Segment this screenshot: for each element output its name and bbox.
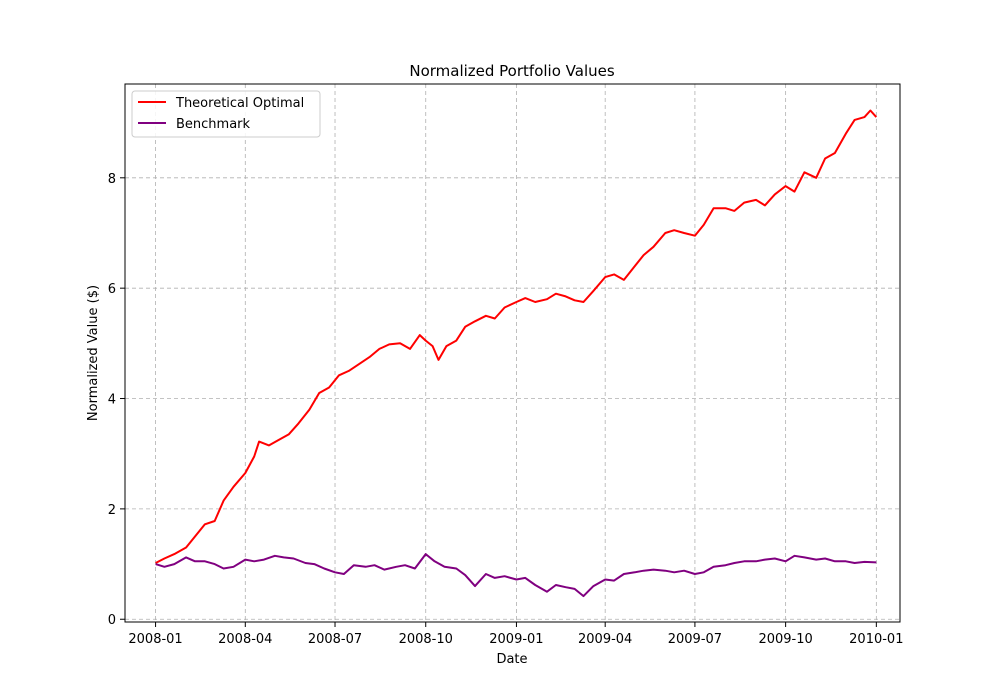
- series-line-benchmark: [155, 553, 877, 598]
- x-axis-label: Date: [496, 652, 527, 667]
- chart-title: Normalized Portfolio Values: [409, 62, 614, 80]
- x-tick-label: 2009-07: [668, 632, 722, 647]
- y-tick-label: 0: [108, 613, 116, 628]
- legend-label-benchmark: Benchmark: [176, 117, 251, 132]
- plot-frame: [124, 83, 901, 623]
- y-tick-label: 8: [108, 172, 116, 187]
- x-axis: 2008-01 2008-04 2008-07 2008-10 2009-01 2009-…: [128, 622, 903, 647]
- legend-box: [131, 90, 321, 138]
- x-tick-label: 2009-04: [578, 632, 632, 647]
- series-layer: [155, 109, 878, 598]
- x-tick-label: 2009-01: [489, 632, 543, 647]
- y-axis-label: Normalized Value ($): [86, 285, 101, 421]
- x-tick-label: 2009-10: [758, 632, 812, 647]
- x-tick-label: 2008-01: [128, 632, 182, 647]
- y-axis: 0 2 4 6 8: [108, 172, 125, 628]
- legend-label-theoretical-optimal: Theoretical Optimal: [175, 96, 304, 111]
- x-tick-label: 2008-04: [218, 632, 272, 647]
- x-tick-label: 2008-10: [399, 632, 453, 647]
- x-tick-label: 2008-07: [308, 632, 362, 647]
- grid-layer: [125, 84, 900, 622]
- legend: Theoretical Optimal Benchmark: [131, 90, 321, 138]
- series-line-theoretical-optimal: [155, 109, 878, 564]
- x-tick-label: 2010-01: [849, 632, 903, 647]
- y-tick-label: 4: [108, 393, 116, 408]
- y-tick-label: 6: [108, 282, 116, 297]
- y-tick-label: 2: [108, 503, 116, 518]
